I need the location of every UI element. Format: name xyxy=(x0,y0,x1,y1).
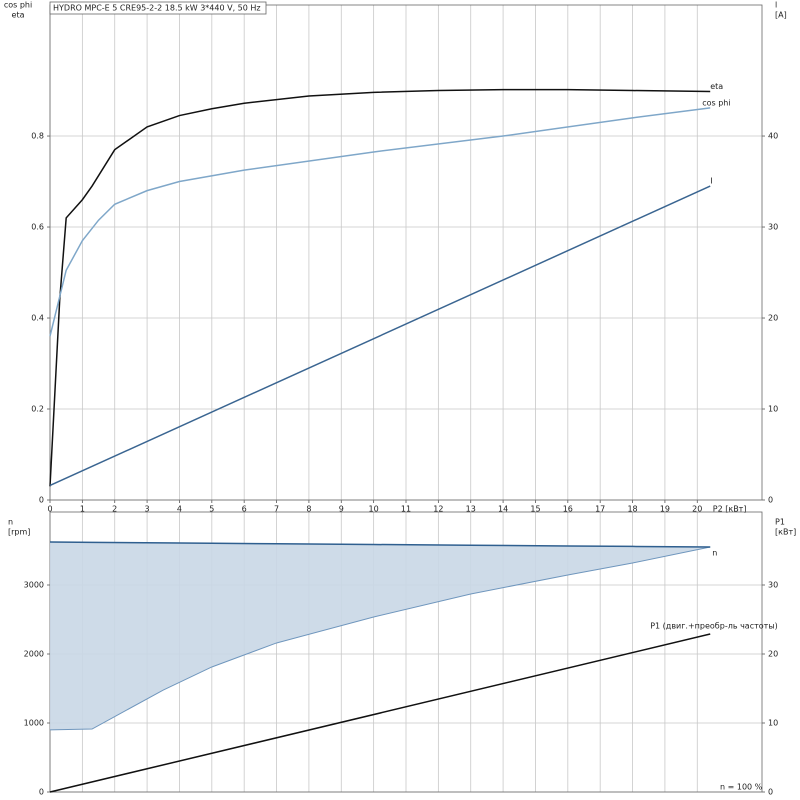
y2-tick-label: 30 xyxy=(768,223,778,232)
y2-axis-label: [A] xyxy=(775,11,787,20)
y-tick-label: 0.2 xyxy=(31,405,44,414)
y-axis-label: cos phi xyxy=(4,1,32,10)
range-area xyxy=(50,542,711,730)
y2-tick-label: 0 xyxy=(768,496,773,505)
y-tick-label: 1000 xyxy=(24,719,44,728)
x-tick-label: 6 xyxy=(242,505,247,514)
y-tick-label: 0.6 xyxy=(31,223,44,232)
y-tick-label: 0.4 xyxy=(31,314,44,323)
y-tick-label: 0 xyxy=(39,496,44,505)
x-tick-label: 7 xyxy=(274,505,279,514)
y2-axis-label: [кВт] xyxy=(775,528,796,537)
plot-frame xyxy=(49,4,763,501)
x-tick-label: 12 xyxy=(433,505,443,514)
y-tick-label: 0 xyxy=(39,788,44,797)
series-line xyxy=(49,633,711,793)
x-tick-label: 4 xyxy=(177,505,182,514)
series-line xyxy=(49,88,711,487)
series-line xyxy=(49,541,711,548)
range-lower-line xyxy=(49,546,711,731)
x-tick-label: 0 xyxy=(47,505,52,514)
y-axis-label: [rpm] xyxy=(8,528,30,537)
y2-axis-label: P1 xyxy=(775,518,785,527)
y2-tick-label: 10 xyxy=(768,719,778,728)
x-tick-label: 8 xyxy=(306,505,311,514)
x-tick-label: 11 xyxy=(401,505,411,514)
x-tick-label: 14 xyxy=(498,505,508,514)
y2-tick-label: 20 xyxy=(768,650,778,659)
title-box xyxy=(49,1,267,15)
series-label: cos phi xyxy=(702,98,730,107)
series-line xyxy=(49,185,711,487)
y-axis-label: n xyxy=(8,518,13,527)
x-tick-label: 2 xyxy=(112,505,117,514)
y-tick-label: 3000 xyxy=(24,581,44,590)
x-tick-label: 16 xyxy=(563,505,573,514)
y2-tick-label: 40 xyxy=(768,132,778,141)
x-axis-label: P2 [кВт] xyxy=(713,505,747,514)
x-tick-label: 10 xyxy=(369,505,379,514)
chart-title: HYDRO MPC-E 5 CRE95-2-2 18.5 kW 3*440 V,… xyxy=(53,4,261,13)
annotation: n = 100 % xyxy=(720,783,763,792)
series-line xyxy=(49,107,711,337)
x-tick-label: 18 xyxy=(627,505,637,514)
series-label: eta xyxy=(710,82,723,91)
y-tick-label: 0.8 xyxy=(31,132,44,141)
x-tick-label: 9 xyxy=(339,505,344,514)
y2-tick-label: 30 xyxy=(768,581,778,590)
x-tick-label: 20 xyxy=(692,505,702,514)
x-tick-label: 19 xyxy=(660,505,670,514)
x-tick-label: 1 xyxy=(80,505,85,514)
y2-tick-label: 0 xyxy=(768,788,773,797)
x-tick-label: 17 xyxy=(595,505,605,514)
y-tick-label: 2000 xyxy=(24,650,44,659)
x-tick-label: 5 xyxy=(209,505,214,514)
y2-tick-label: 10 xyxy=(768,405,778,414)
series-label: I xyxy=(710,177,712,186)
y-axis-label: eta xyxy=(12,11,25,20)
x-tick-label: 3 xyxy=(145,505,150,514)
series-label: P1 (двиг.+преобр-ль частоты) xyxy=(650,621,778,630)
series-label: n xyxy=(712,549,717,558)
y2-axis-label: l xyxy=(775,1,777,10)
x-tick-label: 13 xyxy=(466,505,476,514)
y2-tick-label: 20 xyxy=(768,314,778,323)
x-tick-label: 15 xyxy=(530,505,540,514)
